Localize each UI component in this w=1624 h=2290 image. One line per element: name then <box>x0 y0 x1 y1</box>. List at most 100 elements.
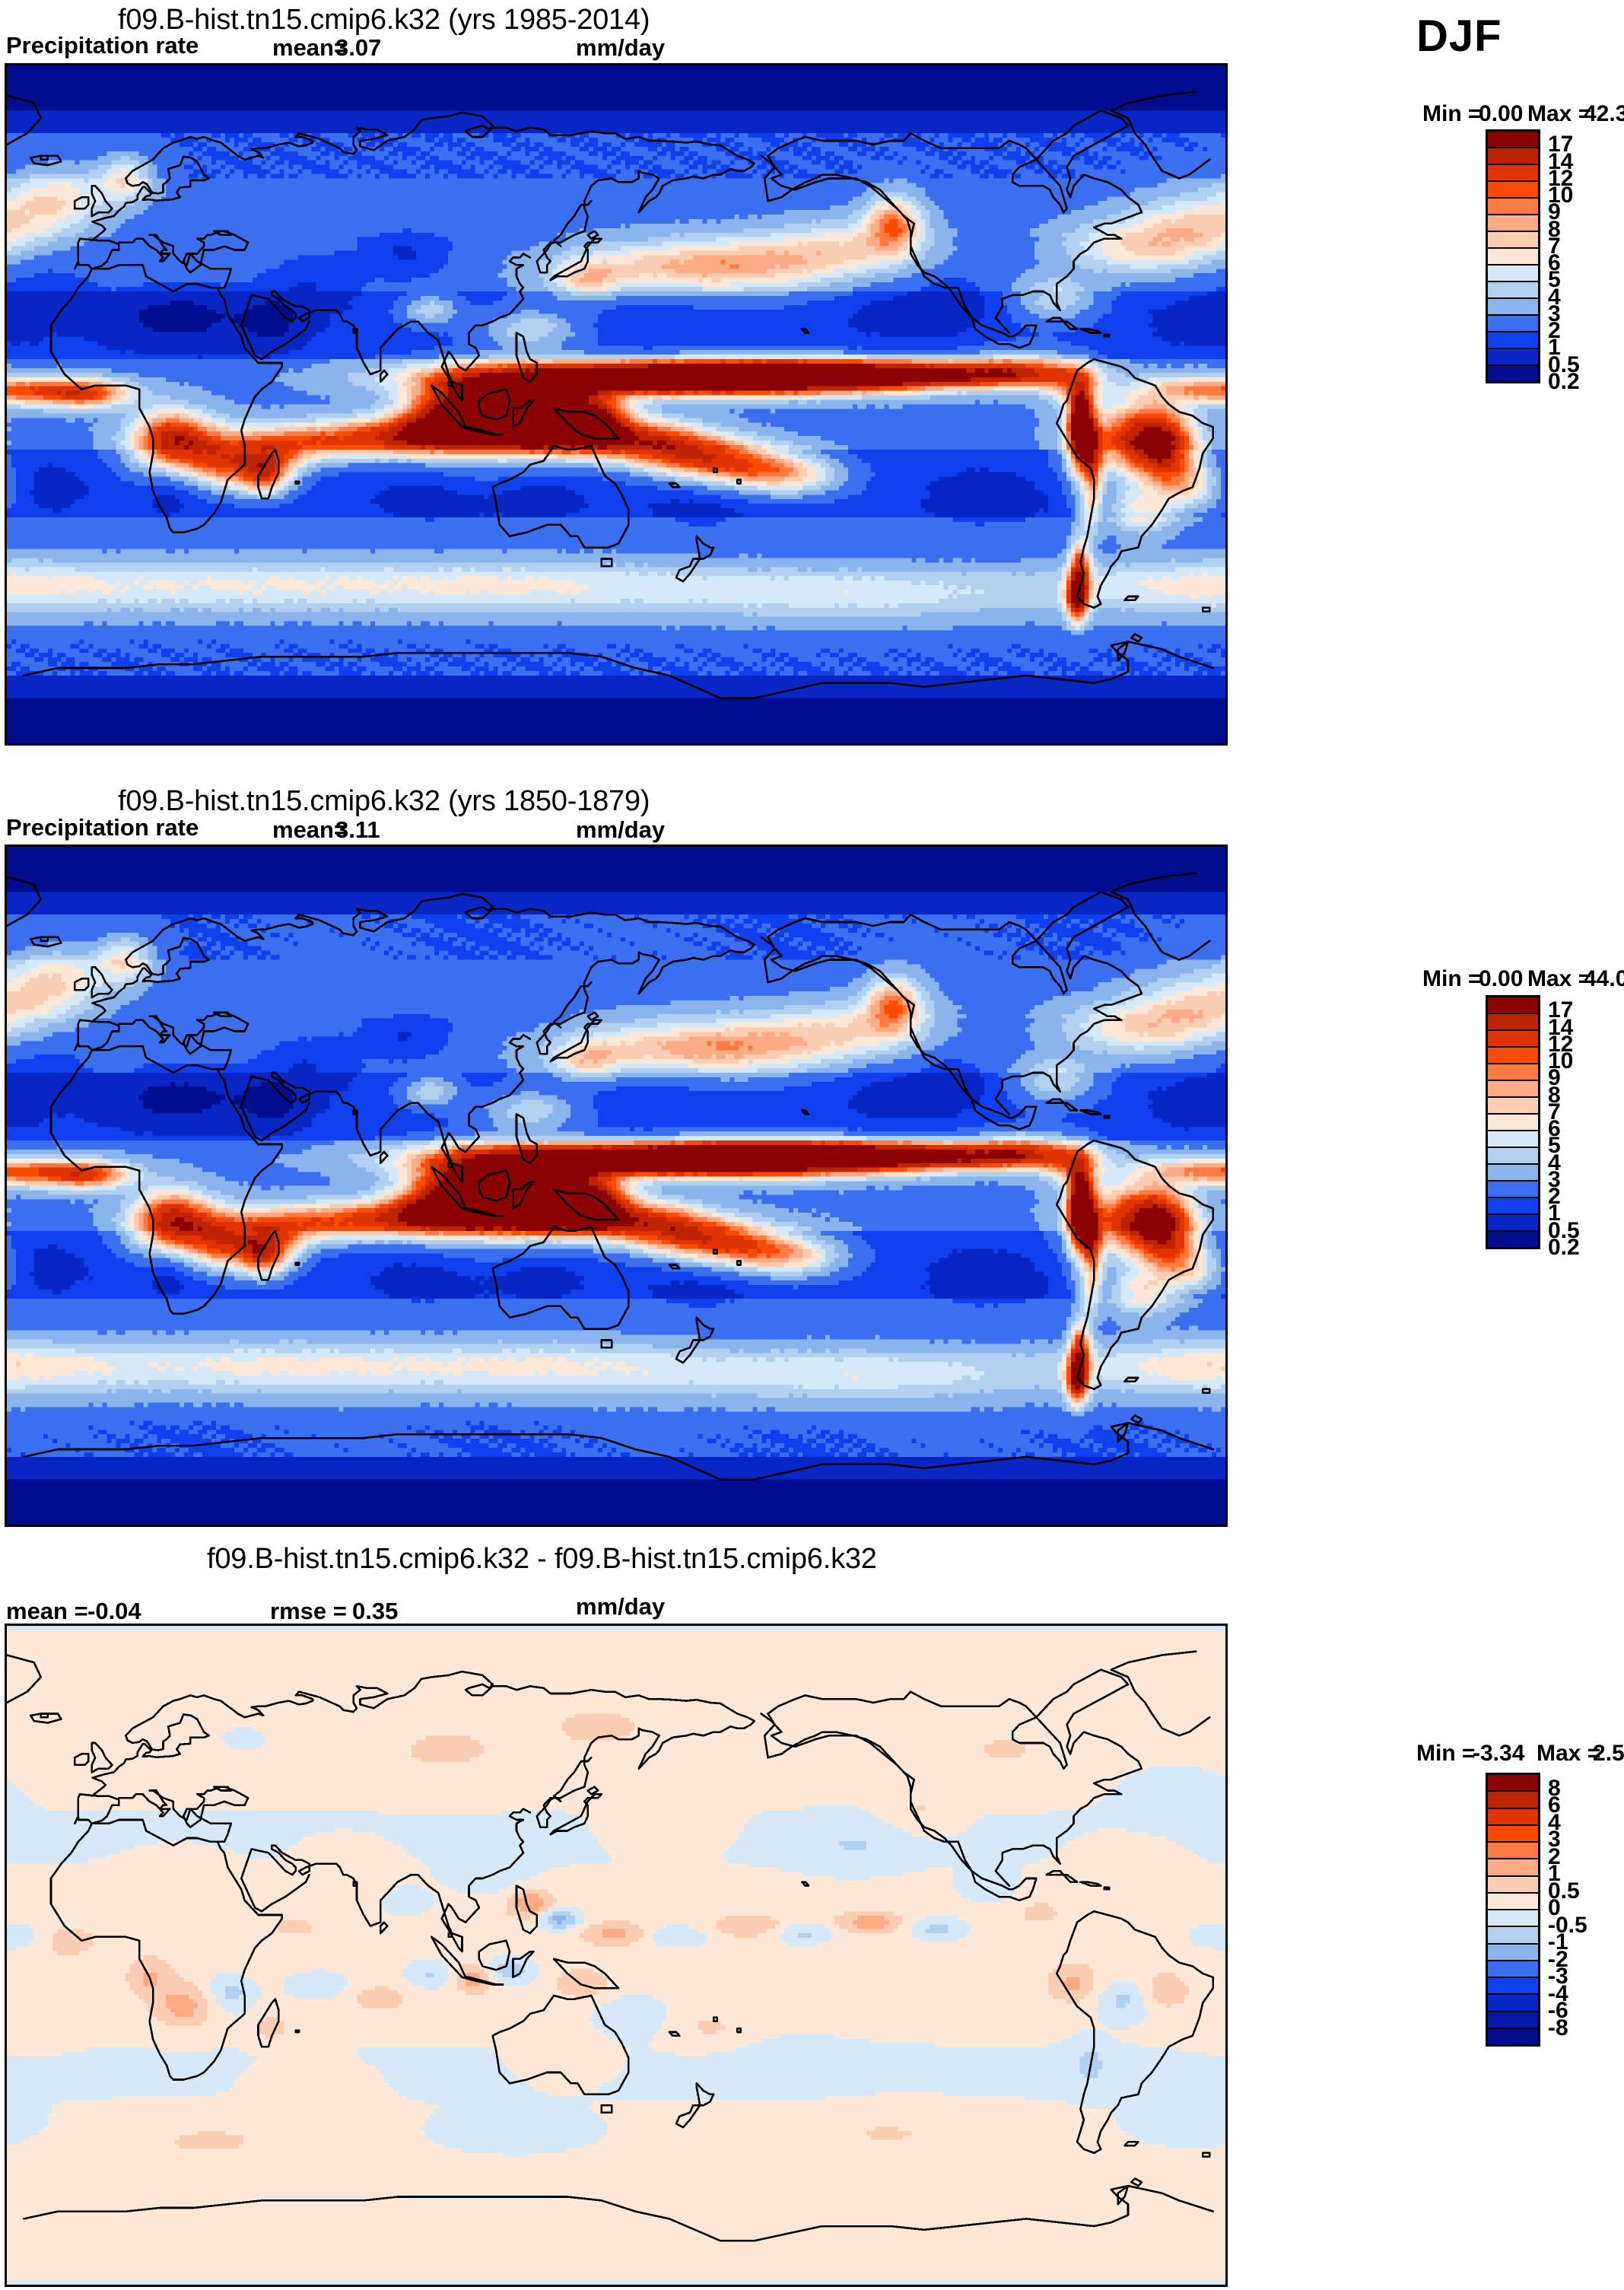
panel-1-max-label: Max = <box>1527 101 1592 126</box>
colorbar-tick-label: 3 <box>1548 1166 1561 1192</box>
colorbar-tick-label: 12 <box>1548 165 1574 191</box>
colorbar-band <box>1488 1775 1538 1792</box>
map-panel-precip-difference <box>5 1624 1228 2287</box>
colorbar-tick-label: 7 <box>1548 233 1561 259</box>
colorbar-band <box>1488 1215 1538 1232</box>
colorbar-band <box>1488 1792 1538 1809</box>
colorbar-tick-label: 17 <box>1548 132 1574 157</box>
colorbar-band <box>1488 2028 1538 2044</box>
colorbar-difference-labels: 8 6 4 3 2 1 0.5 0 -0.5 -1 -2 -3 -4 -6 -8 <box>1548 1773 1624 2047</box>
panel-1-min-value: 0.00 <box>1479 101 1524 126</box>
colorbar-band <box>1488 282 1538 299</box>
panel-2-title: f09.B-hist.tn15.cmip6.k32 (yrs 1850-1879… <box>118 785 650 817</box>
colorbar-band <box>1488 349 1538 366</box>
colorbar-band <box>1488 1081 1538 1098</box>
colorbar-band <box>1488 1148 1538 1165</box>
colorbar-tick-label: 14 <box>1548 148 1574 174</box>
colorbar-tick-label: 8 <box>1548 1775 1561 1801</box>
colorbar-tick-label: -3 <box>1548 1964 1568 1989</box>
colorbar-tick-label: 2 <box>1548 318 1561 344</box>
colorbar-band <box>1488 1825 1538 1843</box>
panel-3-title: f09.B-hist.tn15.cmip6.k32 - f09.B-hist.t… <box>207 1543 877 1575</box>
map-panel-precip-1850-1879 <box>5 844 1228 1527</box>
panel-2-units: mm/day <box>576 816 666 843</box>
colorbar-band <box>1488 1031 1538 1048</box>
panel-1-units: mm/day <box>576 34 666 61</box>
colorbar-band <box>1488 249 1538 266</box>
panel-2-min-label: Min = <box>1422 966 1482 991</box>
panel-1-stat-value: 3.07 <box>335 34 382 61</box>
colorbar-band <box>1488 1048 1538 1064</box>
colorbar-band <box>1488 1893 1538 1910</box>
colorbar-band <box>1488 1232 1538 1247</box>
panel-2-stat-label: mean= <box>272 816 348 843</box>
colorbar-tick-label: 3 <box>1548 1827 1561 1852</box>
colorbar-tick-label: 17 <box>1548 997 1574 1023</box>
colorbar-precip-2-labels: 17 14 12 10 9 8 7 6 5 4 3 2 1 0.5 0.2 <box>1548 995 1624 1260</box>
colorbar-band <box>1488 316 1538 332</box>
colorbar-tick-label: 8 <box>1548 216 1561 242</box>
colorbar-band <box>1488 1843 1538 1860</box>
colorbar-tick-label: 5 <box>1548 1133 1561 1159</box>
colorbar-tick-label: 6 <box>1548 250 1561 276</box>
colorbar-tick-label: 9 <box>1548 199 1561 225</box>
panel-1-stat-label: mean= <box>272 34 348 61</box>
colorbar-band <box>1488 1014 1538 1031</box>
colorbar-tick-label: 1 <box>1548 335 1561 361</box>
colorbar-tick-label: 0.5 <box>1548 1217 1580 1243</box>
panel-2-max-value: 44.06 <box>1584 966 1624 991</box>
colorbar-tick-label: 1 <box>1548 1201 1561 1226</box>
colorbar-band <box>1488 1165 1538 1182</box>
colorbar-tick-label: -8 <box>1548 2015 1568 2040</box>
panel-2-min-value: 0.00 <box>1479 966 1524 991</box>
colorbar-band <box>1488 1978 1538 1996</box>
colorbar-tick-label: 2 <box>1548 1184 1561 1210</box>
panel-3-min-value: -3.34 <box>1473 1741 1525 1766</box>
panel-1-max-value: 42.33 <box>1584 101 1624 126</box>
colorbar-band <box>1488 366 1538 381</box>
panel-3-mean-value: -0.04 <box>87 1598 141 1624</box>
colorbar-tick-label: 14 <box>1548 1014 1574 1040</box>
colorbar-tick-label: -0.5 <box>1548 1912 1587 1938</box>
colorbar-band <box>1488 332 1538 349</box>
colorbar-band <box>1488 1876 1538 1894</box>
colorbar-tick-label: 4 <box>1548 1809 1561 1835</box>
colorbar-tick-label: 2 <box>1548 1843 1561 1869</box>
panel-1-title: f09.B-hist.tn15.cmip6.k32 (yrs 1985-2014… <box>118 4 650 36</box>
colorbar-tick-label: -4 <box>1548 1980 1568 2006</box>
panel-3-rmse-label: rmse = <box>270 1598 347 1624</box>
colorbar-band <box>1488 997 1538 1014</box>
colorbar-band <box>1488 1961 1538 1978</box>
colorbar-band <box>1488 148 1538 165</box>
panel-2-variable-label: Precipitation rate <box>6 814 199 841</box>
panel-2-stat-value: 3.11 <box>335 816 380 843</box>
colorbar-precip-2 <box>1486 995 1540 1249</box>
colorbar-band <box>1488 132 1538 148</box>
panel-1-min-label: Min = <box>1422 101 1482 126</box>
colorbar-precip-1-labels: 17 14 12 10 9 8 7 6 5 4 3 2 1 0.5 0.2 <box>1548 129 1624 394</box>
colorbar-band <box>1488 1910 1538 1928</box>
colorbar-tick-label: 6 <box>1548 1792 1561 1818</box>
colorbar-precip-1 <box>1486 129 1540 383</box>
colorbar-band <box>1488 215 1538 232</box>
colorbar-tick-label: 5 <box>1548 267 1561 293</box>
colorbar-tick-label: 10 <box>1548 183 1574 208</box>
panel-2-max-label: Max = <box>1527 966 1592 991</box>
colorbar-band <box>1488 1098 1538 1115</box>
colorbar-tick-label: 7 <box>1548 1099 1561 1124</box>
panel-3-max-label: Max = <box>1537 1741 1601 1766</box>
colorbar-tick-label: 0 <box>1548 1895 1561 1920</box>
panel-3-mean-label: mean = <box>6 1598 88 1624</box>
colorbar-tick-label: 12 <box>1548 1031 1574 1057</box>
colorbar-band <box>1488 1927 1538 1945</box>
colorbar-band <box>1488 1198 1538 1215</box>
colorbar-difference <box>1486 1773 1540 2047</box>
panel-3-max-value: 2.54 <box>1593 1741 1624 1766</box>
colorbar-band <box>1488 266 1538 282</box>
colorbar-band <box>1488 1859 1538 1877</box>
colorbar-tick-label: -1 <box>1548 1929 1568 1954</box>
colorbar-band <box>1488 1115 1538 1131</box>
panel-3-rmse-value: 0.35 <box>352 1598 399 1624</box>
colorbar-tick-label: 0.2 <box>1548 1235 1580 1260</box>
